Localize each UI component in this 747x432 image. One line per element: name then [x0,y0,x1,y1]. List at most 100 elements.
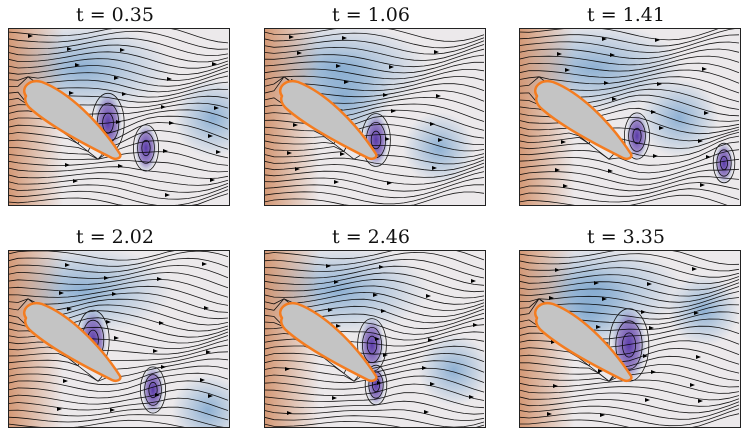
vortex-streamline [712,142,736,184]
streamline [519,69,740,85]
streamline [264,171,485,192]
arrowhead [328,308,333,312]
streamline [8,30,229,50]
streamline [264,54,485,74]
arrowhead [704,111,709,115]
arrowhead [561,140,566,144]
arrowhead [336,64,341,68]
arrowhead [549,296,554,300]
streamline [264,162,485,178]
streamline [519,41,740,60]
streamline [264,279,485,299]
arrowhead [651,110,656,114]
arrowhead [212,62,217,66]
arrowhead [59,291,64,295]
arrowhead [547,412,552,416]
arrowhead [438,138,443,142]
streamline [8,397,229,411]
flow-panel-1: t = 0.35 [0,2,230,206]
arrowhead [57,407,62,411]
arrowhead [596,325,601,329]
arrowhead [702,67,707,71]
vortex-streamline [368,371,384,399]
streamline [519,28,739,41]
arrowhead [471,279,476,283]
arrowhead [118,164,123,168]
flow-panel-4: t = 2.02 [0,224,230,428]
flow-field-plot [8,28,230,206]
arrowhead [387,181,392,185]
streamline [8,278,229,298]
flow-region [172,374,230,428]
streamline [519,28,740,47]
arrowhead [553,384,558,388]
streamline [519,48,740,66]
streamline [264,28,485,42]
flow-field-plot [8,250,230,428]
streamline [519,355,740,382]
streamline [8,122,229,153]
airfoil [534,301,633,383]
arrowhead [208,134,213,138]
streamline [8,178,229,193]
arrowhead [610,53,615,57]
arrowhead [216,150,221,154]
arrowhead [206,350,211,354]
streamline [519,399,740,414]
arrowhead [210,178,215,182]
arrowhead [153,349,158,353]
streamline [8,160,229,173]
streamline [519,286,740,303]
vortex-streamline [628,120,646,152]
streamline [264,251,485,270]
arrowhead [383,353,388,357]
arrowhead [657,82,662,86]
airfoil [279,301,378,383]
arrowhead [332,396,337,400]
arrowhead [381,309,386,313]
arrowhead [287,151,292,155]
arrowhead [293,123,298,127]
streamline [264,258,485,279]
arrowhead [326,264,331,268]
streamline [264,69,485,86]
arrowhead [551,340,556,344]
plot-frame [8,250,230,428]
arrowhead [285,367,290,371]
vortex-streamline [370,130,382,150]
arrowhead [473,323,478,327]
arrowhead [114,76,119,80]
streamline [8,172,229,186]
streamline [8,184,229,200]
panel-title: t = 1.06 [332,4,410,26]
arrowhead [694,311,699,315]
streamline [519,115,740,137]
arrowhead [608,169,613,173]
arrowhead [75,63,80,67]
vortex-streamline [144,374,162,406]
streamline [264,375,485,393]
streamline [8,70,229,87]
arrowhead [165,193,170,197]
arrowhead [432,166,437,170]
arrowhead [295,167,300,171]
arrowhead [67,47,72,51]
streamline-arrows [547,267,703,417]
arrowhead [698,139,703,143]
arrowhead [106,320,111,324]
streamline [8,28,229,44]
streamline [264,157,485,172]
arrowhead [641,310,646,314]
arrowhead [651,370,656,374]
streamline [264,166,485,185]
streamline [8,189,229,206]
plot-frame [264,250,486,428]
arrowhead [157,277,162,281]
arrowhead [422,366,427,370]
streamline [264,32,485,49]
panel-title: t = 1.41 [587,4,665,26]
panel-title: t = 2.46 [332,226,410,248]
arrowhead [67,307,72,311]
arrowhead [469,395,474,399]
vortex-streamline [632,127,642,145]
